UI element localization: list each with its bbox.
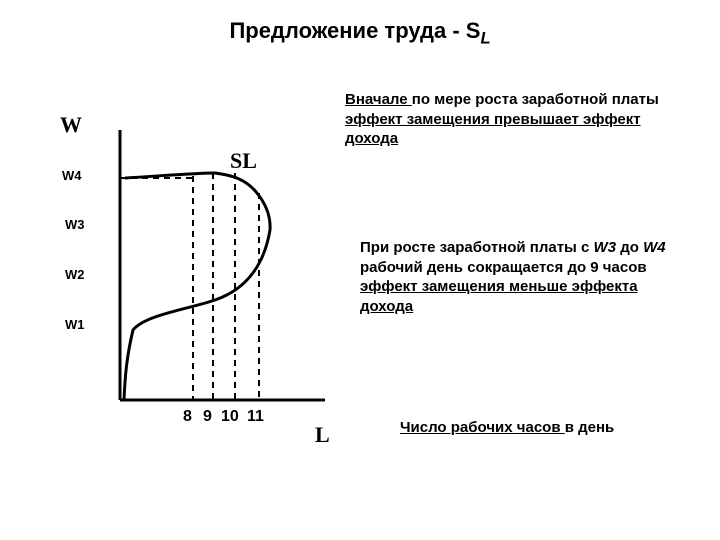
- curve-label: SL: [230, 148, 257, 174]
- text-span: Число рабочих часов: [400, 419, 565, 436]
- text-span: в день: [565, 419, 615, 436]
- title-main: Предложение труда - S: [229, 18, 480, 43]
- x-axis-label: L: [315, 422, 330, 448]
- y-axis-label: W: [60, 112, 82, 138]
- y-tick-3: W1: [65, 317, 85, 332]
- y-tick-0: W4: [62, 168, 82, 183]
- x-tick-0: 8: [183, 408, 192, 426]
- text-span: до: [616, 239, 643, 256]
- x-tick-2: 10: [221, 408, 239, 426]
- text-span: W4: [643, 239, 666, 256]
- title-sub: L: [480, 29, 490, 47]
- text-span: по мере роста заработной платы: [412, 91, 659, 108]
- text-block-initial: Вначале по мере роста заработной платы э…: [345, 90, 665, 149]
- text-block-xaxis-caption: Число рабочих часов в день: [400, 418, 700, 438]
- chart-overlay: WLSLW4W3W2W1891011: [65, 130, 325, 430]
- x-tick-1: 9: [203, 408, 212, 426]
- text-block-growth: При росте заработной платы с W3 до W4 ра…: [360, 238, 680, 316]
- text-span: эффект замещения меньше эффекта дохода: [360, 278, 638, 315]
- text-span: рабочий день сокращается до 9 часов: [360, 259, 647, 276]
- text-span: W3: [594, 239, 617, 256]
- y-tick-1: W3: [65, 217, 85, 232]
- text-span: эффект замещения превышает эффект дохода: [345, 111, 641, 148]
- y-tick-2: W2: [65, 267, 85, 282]
- x-tick-3: 11: [247, 408, 264, 426]
- text-span: Вначале: [345, 91, 412, 108]
- page-title: Предложение труда - SL: [0, 18, 720, 48]
- text-span: При росте заработной платы с: [360, 239, 594, 256]
